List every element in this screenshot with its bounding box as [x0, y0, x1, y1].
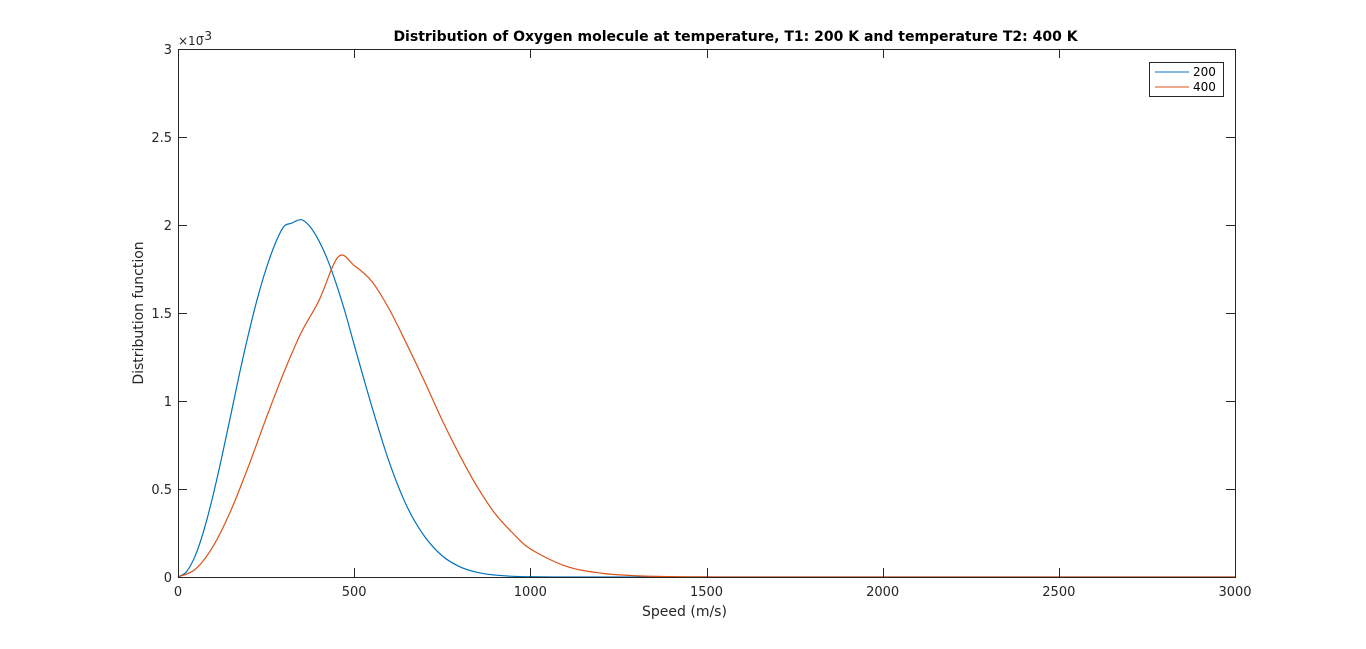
x-tick-label: 2500 [1042, 585, 1075, 600]
x-tick-label: 3000 [1218, 585, 1251, 600]
y-tick-label: 1.5 [151, 307, 172, 322]
series-line-400 [177, 254, 1235, 578]
x-tick-label: 500 [342, 585, 367, 600]
y-axis: 0 0.5 1 1.5 2 2.5 3 [151, 43, 1235, 586]
plot-area [178, 49, 1235, 577]
y-exponent-power: -3 [200, 29, 212, 43]
legend-box [1149, 62, 1224, 97]
legend-label-400: 400 [1193, 80, 1216, 94]
y-tick-label: 2 [164, 219, 172, 234]
x-tick-label: 1500 [690, 585, 723, 600]
chart-title: Distribution of Oxygen molecule at tempe… [393, 29, 1078, 45]
y-tick-label: 0 [164, 571, 172, 586]
x-tick-label: 2000 [866, 585, 899, 600]
x-tick-label: 0 [174, 585, 182, 600]
x-axis: 0 500 1000 1500 2000 2500 3000 [174, 49, 1252, 600]
legend-label-200: 200 [1193, 65, 1216, 79]
x-tick-label: 1000 [514, 585, 547, 600]
y-tick-label: 2.5 [151, 131, 172, 146]
y-tick-label: 1 [164, 395, 172, 410]
y-axis-label: Distribution function [131, 241, 147, 384]
legend: 200 400 [1149, 62, 1224, 97]
y-exponent-base: ×10 [178, 34, 203, 48]
x-axis-label: Speed (m/s) [642, 604, 727, 620]
y-tick-label: 0.5 [151, 483, 172, 498]
y-tick-label: 3 [164, 43, 172, 58]
